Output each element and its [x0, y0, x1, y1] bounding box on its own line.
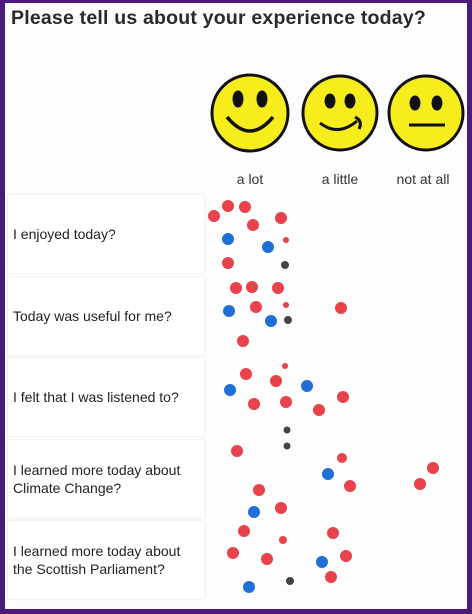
row-box: Today was useful for me? — [8, 277, 204, 355]
row-box: I learned more today about the Scottish … — [8, 521, 204, 599]
column-label: not at all — [396, 171, 450, 187]
faces — [210, 73, 465, 153]
survey-sheet: Please tell us about your experience tod… — [5, 3, 467, 609]
red-dots — [208, 200, 439, 583]
face-wink — [301, 74, 379, 152]
column-label: a lot — [236, 171, 264, 187]
row-label: I learned more today about the Scottish … — [13, 543, 181, 577]
row-label: I felt that I was listened to? — [13, 389, 179, 405]
row-box: I felt that I was listened to? — [8, 358, 204, 436]
dark-dots — [281, 261, 294, 585]
row-label: Today was useful for me? — [13, 308, 172, 324]
row-box: I enjoyed today? — [8, 195, 204, 273]
faces-and-dots — [208, 73, 465, 593]
vote-dots — [208, 200, 439, 593]
blue-dots — [222, 233, 334, 593]
row-label: I learned more today about Climate Chang… — [13, 462, 181, 496]
face-happy — [210, 73, 290, 153]
title: Please tell us about your experience tod… — [11, 7, 426, 29]
column-label: a little — [321, 171, 359, 187]
face-neutral — [387, 74, 465, 152]
row-label: I enjoyed today? — [13, 226, 116, 242]
row-box: I learned more today about Climate Chang… — [8, 440, 204, 518]
